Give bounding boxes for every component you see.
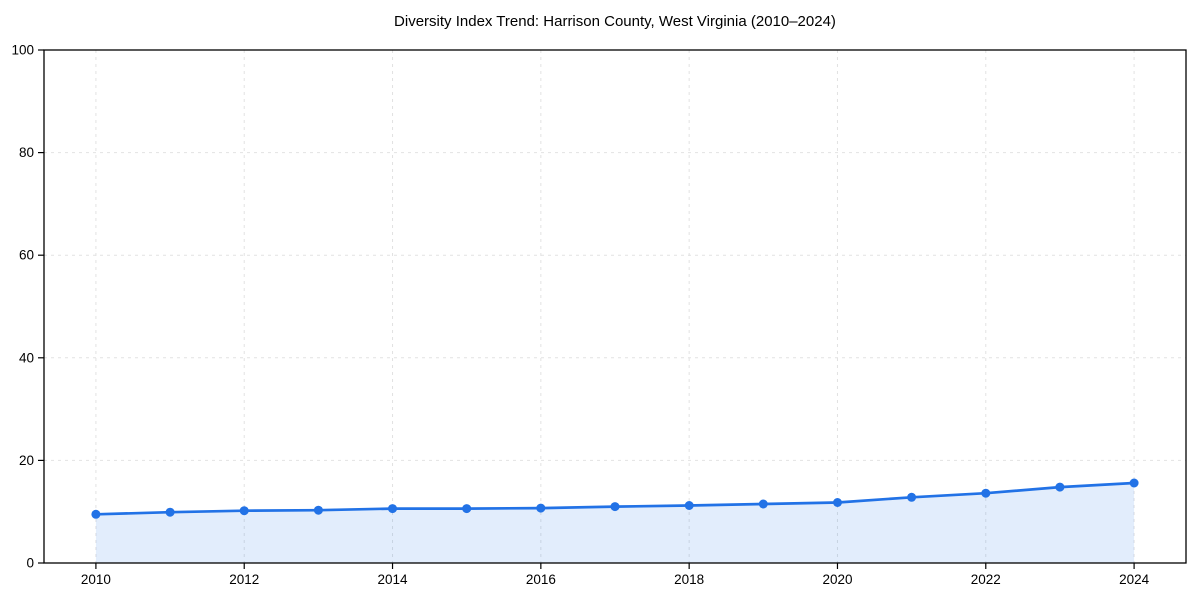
x-tick-label-2010: 2010	[81, 572, 111, 587]
x-tick-label-2016: 2016	[526, 572, 556, 587]
data-point-2014	[388, 504, 397, 514]
y-tick-label-20: 20	[19, 453, 34, 468]
chart-title: Diversity Index Trend: Harrison County, …	[394, 13, 836, 30]
data-point-2019	[758, 499, 768, 509]
area-fill	[95, 483, 1135, 563]
y-tick-label-0: 0	[26, 556, 34, 571]
data-point-2020	[833, 498, 842, 507]
data-point-2023	[1055, 482, 1065, 492]
data-point-2016	[536, 503, 546, 513]
y-tick-label-40: 40	[19, 350, 34, 365]
data-point-2015	[462, 504, 472, 514]
x-tick-label-2022: 2022	[971, 572, 1001, 587]
data-point-2024	[1129, 478, 1139, 488]
y-tick-label-80: 80	[19, 145, 34, 160]
data-point-2011	[165, 507, 175, 517]
data-point-2022	[981, 488, 991, 498]
data-point-2012	[239, 506, 249, 516]
data-point-2017	[610, 502, 620, 512]
data-point-2013	[313, 505, 323, 515]
x-tick-label-2018: 2018	[674, 572, 704, 587]
plot-spines	[43, 49, 1187, 564]
x-tick-label-2020: 2020	[822, 572, 852, 587]
x-tick-label-2014: 2014	[378, 572, 409, 587]
data-point-2021	[907, 492, 917, 502]
data-point-2010	[91, 509, 101, 519]
data-point-2018	[684, 501, 694, 510]
x-tick-label-2024: 2024	[1119, 572, 1150, 587]
y-tick-label-100: 100	[11, 43, 34, 58]
y-tick-label-60: 60	[19, 248, 34, 263]
x-tick-label-2012: 2012	[229, 572, 259, 587]
